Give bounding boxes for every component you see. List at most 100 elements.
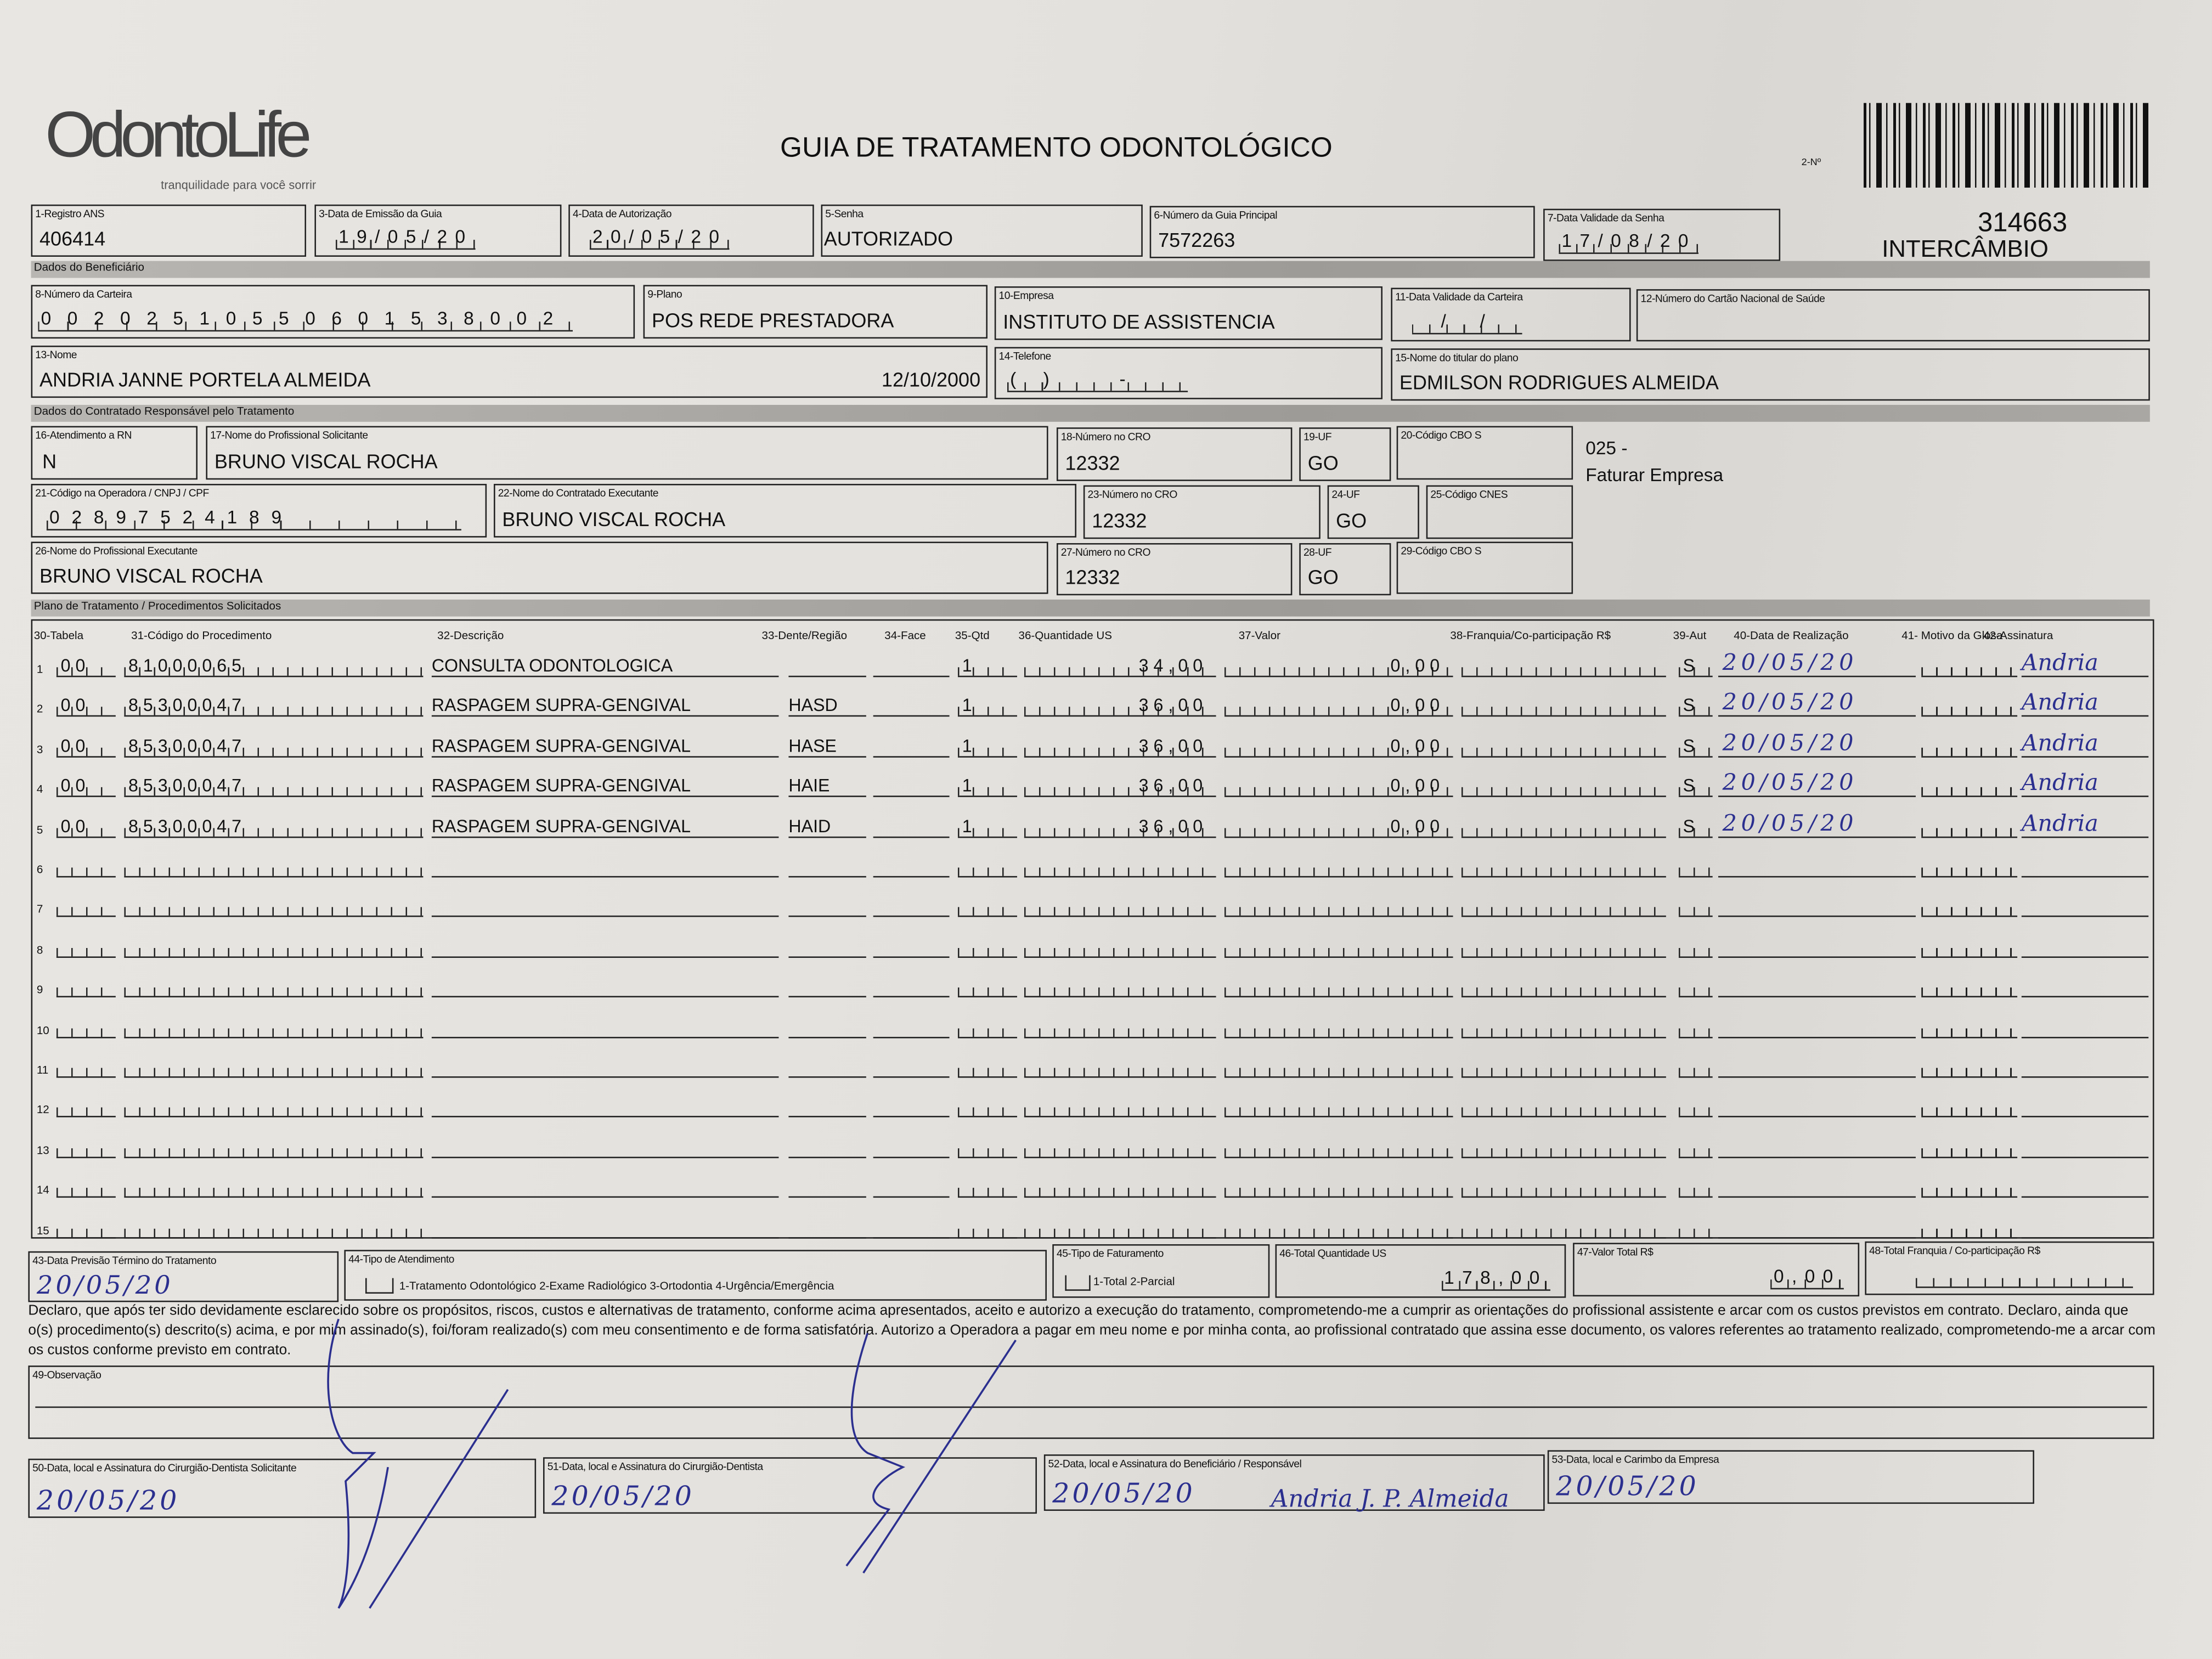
cell-dente[interactable] — [788, 1098, 866, 1118]
cell-descricao[interactable] — [431, 1218, 779, 1238]
cell-face[interactable] — [873, 1138, 950, 1158]
cell-descricao[interactable] — [431, 1098, 779, 1118]
cell-valor[interactable] — [1224, 938, 1453, 958]
cell-aut[interactable]: S — [1678, 777, 1713, 798]
cell-codigo[interactable]: 85300047 — [124, 777, 424, 798]
cell-data[interactable]: 20/05/20 — [1718, 731, 1916, 758]
field-registro-ans[interactable]: 1-Registro ANS 406414 — [31, 204, 306, 257]
cell-codigo[interactable]: 85300047 — [124, 737, 424, 758]
field-tipo-faturamento[interactable]: 45-Tipo de Faturamento 1-Total 2-Parcial — [1052, 1244, 1270, 1298]
cell-face[interactable] — [873, 857, 950, 878]
cell-data[interactable] — [1718, 1135, 1916, 1158]
cell-descricao[interactable] — [431, 1058, 779, 1078]
field-senha[interactable]: 5-Senha AUTORIZADO — [821, 204, 1143, 257]
cell-valor[interactable]: 0,00 — [1224, 697, 1453, 718]
cell-aut[interactable] — [1678, 1218, 1713, 1238]
cell-aut[interactable]: S — [1678, 697, 1713, 718]
cell-descricao[interactable] — [431, 898, 779, 918]
cell-glosa[interactable] — [1921, 1058, 2018, 1078]
cell-glosa[interactable] — [1921, 697, 2018, 718]
cell-tabela[interactable]: 00 — [56, 657, 116, 678]
cell-dente[interactable]: HASD — [788, 697, 866, 718]
cell-dente[interactable] — [788, 1218, 866, 1238]
cell-data[interactable] — [1718, 1015, 1916, 1038]
cell-data[interactable] — [1718, 1216, 1916, 1238]
cell-face[interactable] — [873, 657, 950, 678]
cell-dente[interactable]: HASE — [788, 737, 866, 758]
cell-valor[interactable]: 0,00 — [1224, 657, 1453, 678]
cell-assinatura[interactable] — [2021, 975, 2149, 998]
cell-valor[interactable] — [1224, 898, 1453, 918]
cell-glosa[interactable] — [1921, 1218, 2018, 1238]
field-uf-19[interactable]: 19-UF GO — [1299, 427, 1391, 481]
cell-tabela[interactable]: 00 — [56, 697, 116, 718]
cell-tabela[interactable] — [56, 857, 116, 878]
cell-glosa[interactable] — [1921, 1138, 2018, 1158]
cell-codigo[interactable] — [124, 978, 424, 998]
cell-valor[interactable]: 0,00 — [1224, 737, 1453, 758]
field-plano[interactable]: 9-Plano POS REDE PRESTADORA — [643, 285, 988, 339]
field-contratado-executante[interactable]: 22-Nome do Contratado Executante BRUNO VI… — [493, 483, 1076, 538]
cell-dente[interactable] — [788, 978, 866, 998]
cell-franquia[interactable] — [1461, 777, 1666, 798]
cell-dente[interactable]: HAIE — [788, 777, 866, 798]
cell-qtd[interactable]: 1 — [957, 777, 1017, 798]
cell-glosa[interactable] — [1921, 898, 2018, 918]
cell-codigo[interactable]: 81000065 — [124, 657, 424, 678]
cell-valor[interactable] — [1224, 978, 1453, 998]
cell-face[interactable] — [873, 737, 950, 758]
cell-quant-us[interactable] — [1024, 1138, 1216, 1158]
cell-qtd[interactable] — [957, 1138, 1017, 1158]
cell-codigo[interactable] — [124, 1178, 424, 1198]
field-cns[interactable]: 12-Número do Cartão Nacional de Saúde — [1636, 289, 2150, 342]
cell-tabela[interactable]: 00 — [56, 777, 116, 798]
cell-valor[interactable] — [1224, 1098, 1453, 1118]
cell-dente[interactable] — [788, 857, 866, 878]
cell-tabela[interactable]: 00 — [56, 817, 116, 838]
cell-data[interactable] — [1718, 895, 1916, 918]
cell-data[interactable]: 20/05/20 — [1718, 771, 1916, 798]
cell-codigo[interactable] — [124, 1058, 424, 1078]
cell-assinatura[interactable]: Andria — [2021, 771, 2149, 798]
cell-qtd[interactable] — [957, 1218, 1017, 1238]
cell-quant-us[interactable]: 36,00 — [1024, 697, 1216, 718]
cell-tabela[interactable] — [56, 978, 116, 998]
cell-quant-us[interactable]: 36,00 — [1024, 777, 1216, 798]
cell-assinatura[interactable]: Andria — [2021, 691, 2149, 718]
field-data-autorizacao[interactable]: 4-Data de Autorização 20/05/20 — [568, 204, 814, 257]
cell-qtd[interactable]: 1 — [957, 657, 1017, 678]
cell-face[interactable] — [873, 1098, 950, 1118]
field-codigo-operadora[interactable]: 21-Código na Operadora / CNPJ / CPF 02897… — [31, 483, 487, 538]
cell-glosa[interactable] — [1921, 777, 2018, 798]
cell-aut[interactable]: S — [1678, 817, 1713, 838]
cell-glosa[interactable] — [1921, 737, 2018, 758]
signature-empresa[interactable]: 53-Data, local e Carimbo da Empresa 20/05… — [1547, 1450, 2034, 1504]
cell-descricao[interactable] — [431, 1178, 779, 1198]
field-cbo-29[interactable]: 29-Código CBO S — [1396, 541, 1573, 594]
cell-franquia[interactable] — [1461, 737, 1666, 758]
cell-face[interactable] — [873, 1018, 950, 1038]
cell-aut[interactable]: S — [1678, 737, 1713, 758]
cell-glosa[interactable] — [1921, 1018, 2018, 1038]
cell-glosa[interactable] — [1921, 938, 2018, 958]
field-prof-solicitante[interactable]: 17-Nome do Profissional Solicitante BRUNO… — [206, 426, 1048, 480]
cell-codigo[interactable]: 85300047 — [124, 817, 424, 838]
cell-data[interactable] — [1718, 975, 1916, 998]
cell-glosa[interactable] — [1921, 1178, 2018, 1198]
field-total-franquia[interactable]: 48-Total Franquia / Co-participação R$ — [1865, 1241, 2154, 1295]
cell-franquia[interactable] — [1461, 1098, 1666, 1118]
cell-dente[interactable] — [788, 1138, 866, 1158]
field-uf-28[interactable]: 28-UF GO — [1299, 543, 1391, 596]
cell-face[interactable] — [873, 1218, 950, 1238]
checkbox[interactable] — [1065, 1275, 1091, 1291]
cell-tabela[interactable]: 00 — [56, 737, 116, 758]
cell-qtd[interactable] — [957, 938, 1017, 958]
cell-codigo[interactable] — [124, 1218, 424, 1238]
cell-qtd[interactable]: 1 — [957, 817, 1017, 838]
field-titular[interactable]: 15-Nome do titular do plano EDMILSON RODR… — [1391, 348, 2150, 401]
field-data-emissao[interactable]: 3-Data de Emissão da Guia 19/05/20 — [314, 204, 562, 257]
cell-valor[interactable] — [1224, 857, 1453, 878]
cell-descricao[interactable]: RASPAGEM SUPRA-GENGIVAL — [431, 697, 779, 718]
cell-qtd[interactable] — [957, 898, 1017, 918]
cell-face[interactable] — [873, 777, 950, 798]
